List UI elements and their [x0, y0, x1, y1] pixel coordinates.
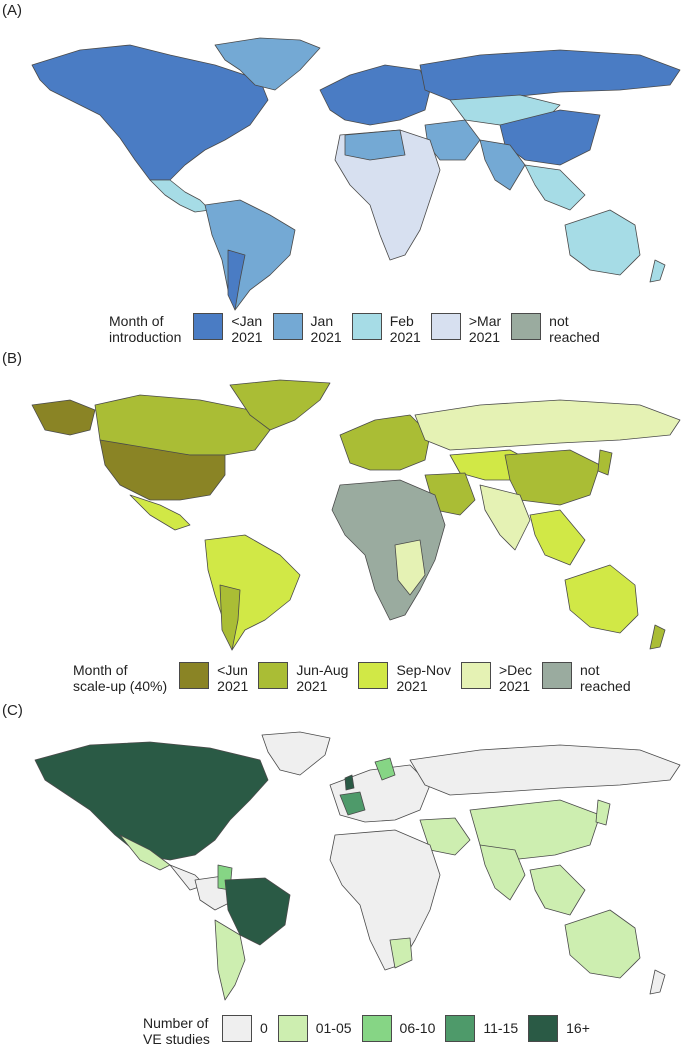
region-africa	[329, 829, 441, 971]
region-south-asia	[479, 844, 526, 901]
legend-item: >Dec 2021	[460, 662, 532, 694]
region-se-asia	[529, 864, 586, 916]
region-chile-argentina	[219, 584, 241, 651]
legend-swatch	[277, 1015, 308, 1042]
world-map-scale-up	[31, 379, 681, 651]
region-argentina	[227, 249, 246, 311]
region-central-america	[129, 494, 191, 531]
region-uk	[344, 774, 355, 791]
region-australia	[564, 209, 641, 276]
legend-swatch	[221, 1015, 252, 1042]
region-brazil	[224, 877, 291, 946]
panel-label: (C)	[2, 702, 23, 719]
legend-item: 11-15	[445, 1015, 518, 1042]
region-south-africa	[389, 937, 413, 969]
region-europe	[339, 414, 431, 471]
region-south-asia	[479, 139, 526, 191]
region-japan	[597, 449, 613, 476]
legend-item: 06-10	[361, 1015, 435, 1042]
legend-item: Jun-Aug 2021	[258, 662, 348, 694]
legend-swatch	[430, 313, 461, 340]
region-greenland	[261, 731, 331, 776]
legend-swatch	[179, 662, 210, 689]
world-map-ve-studies	[34, 731, 681, 1001]
legend: Number of VE studies 0 01-05 06-10 11-15	[143, 1015, 600, 1047]
legend-swatch	[511, 313, 542, 340]
region-africa	[331, 479, 446, 621]
legend-items: <Jun 2021 Jun-Aug 2021 Sep-Nov 2021 >Dec 202…	[179, 662, 640, 694]
legend-items: 0 01-05 06-10 11-15 16+	[221, 1015, 600, 1042]
region-north-america	[34, 741, 269, 861]
legend-swatch	[193, 313, 224, 340]
panel-a: (A)	[0, 0, 685, 350]
legend-item: 01-05	[277, 1015, 352, 1042]
legend-item: Sep-Nov 2021	[358, 662, 451, 694]
legend-item: 16+	[528, 1015, 590, 1042]
legend-items: <Jan 2021 Jan 2021 Feb 2021 >Mar 2021 not rea…	[193, 313, 609, 345]
region-greenland	[229, 379, 331, 431]
legend-item: <Jan 2021	[193, 313, 263, 345]
legend-swatch	[272, 313, 303, 340]
region-east-africa	[394, 539, 426, 596]
legend-title: Month of introduction	[109, 313, 182, 345]
region-north-africa	[344, 129, 406, 161]
legend-title: Number of VE studies	[143, 1015, 210, 1047]
region-south-america	[204, 199, 296, 311]
legend-item: Jan 2021	[272, 313, 342, 345]
region-se-asia	[524, 164, 586, 211]
region-new-zealand	[649, 624, 666, 650]
region-australia	[564, 564, 639, 634]
region-se-asia	[529, 509, 586, 566]
legend-swatch	[258, 662, 289, 689]
legend: Month of introduction <Jan 2021 Jan 2021 F…	[109, 313, 610, 345]
region-russia	[409, 744, 681, 796]
legend-item: 0	[221, 1015, 268, 1042]
region-north-america	[31, 44, 269, 181]
legend-swatch	[460, 662, 491, 689]
legend-title: Month of scale-up (40%)	[73, 662, 168, 694]
panel-label: (A)	[2, 2, 22, 19]
region-southern-cone	[214, 919, 246, 1001]
region-central-america	[149, 179, 211, 213]
region-new-zealand	[649, 259, 666, 283]
region-western-europe	[339, 791, 366, 816]
region-alaska	[31, 399, 96, 436]
region-mexico	[119, 834, 171, 871]
legend-swatch	[542, 662, 573, 689]
legend-swatch	[361, 1015, 392, 1042]
panel-c: (C) Number of	[0, 700, 685, 1047]
legend-item: >Mar 2021	[430, 313, 501, 345]
region-scandinavia	[374, 757, 396, 781]
region-south-america	[204, 534, 301, 651]
legend-item: not reached	[542, 662, 631, 694]
legend-swatch	[445, 1015, 476, 1042]
legend-swatch	[358, 662, 389, 689]
region-south-asia	[479, 484, 531, 551]
legend-swatch	[528, 1015, 559, 1042]
legend-item: not reached	[511, 313, 600, 345]
panel-label: (B)	[2, 350, 22, 367]
region-australia	[564, 909, 641, 979]
region-new-zealand	[649, 969, 666, 995]
region-russia	[419, 49, 681, 101]
region-europe	[319, 64, 431, 126]
legend: Month of scale-up (40%) <Jun 2021 Jun-Aug…	[73, 662, 641, 694]
legend-item: <Jun 2021	[179, 662, 248, 694]
region-russia	[414, 399, 681, 451]
region-china	[504, 449, 601, 506]
region-greenland	[214, 37, 321, 91]
panel-b: (B) Month of scale-up (40%)	[0, 350, 685, 700]
region-japan	[595, 799, 611, 826]
legend-item: Feb 2021	[351, 313, 421, 345]
region-usa	[99, 439, 226, 501]
region-africa	[334, 129, 441, 261]
world-map-introduction	[31, 37, 681, 311]
legend-swatch	[351, 313, 382, 340]
